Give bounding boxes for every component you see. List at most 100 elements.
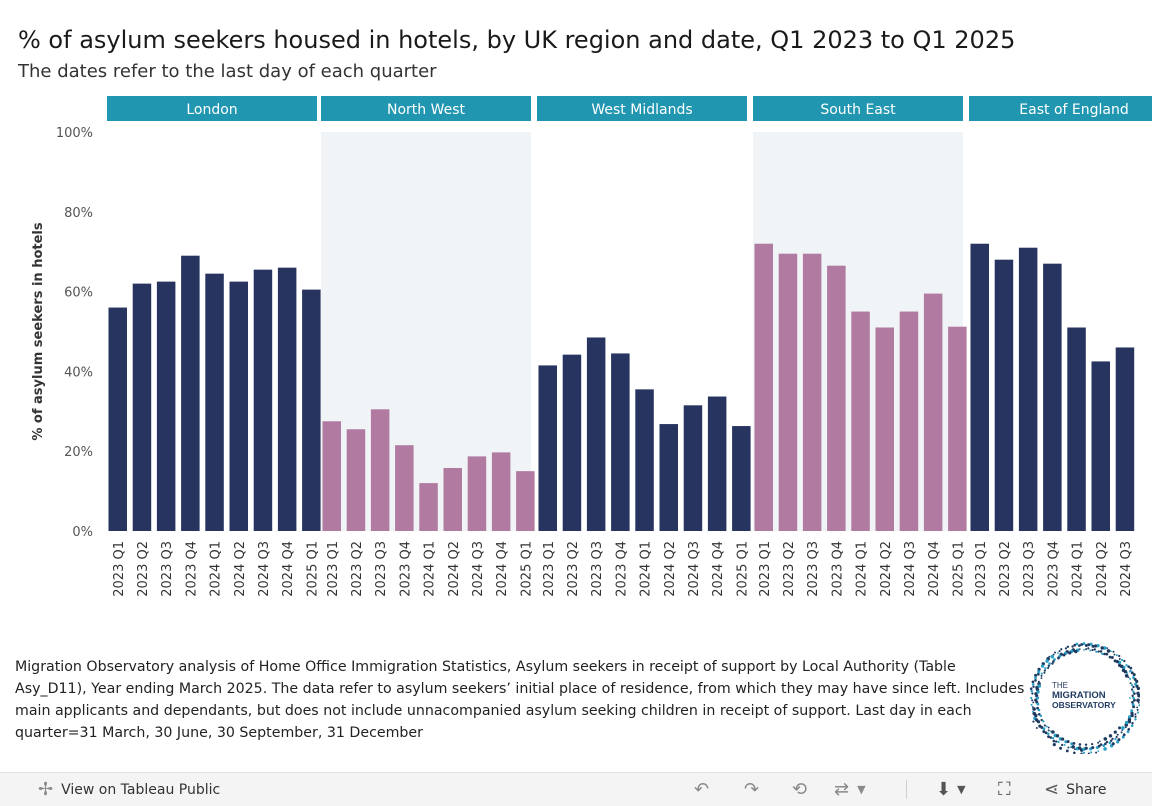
- panel-header-label: North West: [387, 102, 466, 118]
- logo-dot: [1129, 669, 1132, 673]
- panel-header: [537, 96, 747, 121]
- logo-dot: [1112, 650, 1115, 653]
- logo-dot: [1030, 689, 1033, 693]
- logo-dot: [1093, 644, 1098, 648]
- logo-dot: [1077, 746, 1082, 750]
- logo-text-line3: OBSERVATORY: [1052, 700, 1116, 710]
- logo-dot: [1037, 680, 1040, 683]
- logo-dot: [1097, 650, 1100, 653]
- logo-text-line1: THE: [1052, 681, 1068, 690]
- logo-dot: [1045, 725, 1048, 728]
- download-button[interactable]: ⬇ ▼: [936, 773, 966, 806]
- share-button[interactable]: ⋖ Share: [1044, 773, 1107, 806]
- bar: [132, 283, 152, 531]
- logo-dot: [1104, 742, 1107, 746]
- bar: [1067, 327, 1086, 531]
- logo-dot: [1129, 697, 1131, 699]
- y-tick-label: 100%: [56, 126, 93, 141]
- revert-icon: ⟲: [792, 779, 808, 800]
- bar: [370, 409, 390, 531]
- x-tick-label: 2024 Q2: [447, 541, 462, 597]
- logo-dot: [1067, 746, 1070, 749]
- logo-dot: [1105, 740, 1109, 744]
- bar: [516, 471, 535, 531]
- download-icon: ⬇: [936, 779, 952, 800]
- x-tick-label: 2024 Q3: [687, 541, 702, 597]
- logo-dot: [1134, 715, 1137, 718]
- logo-dot: [1131, 722, 1134, 725]
- logo-dot: [1129, 666, 1133, 670]
- bar: [538, 365, 557, 531]
- logo-dot: [1040, 677, 1043, 680]
- chevron-down-icon: ▼: [857, 783, 866, 796]
- logo-dot: [1031, 692, 1034, 695]
- source-footnote: Migration Observatory analysis of Home O…: [15, 659, 1025, 741]
- x-tick-label: 2025 Q1: [305, 541, 320, 597]
- bar: [181, 255, 200, 531]
- bar: [253, 269, 273, 531]
- logo-dot: [1030, 703, 1033, 706]
- fullscreen-button[interactable]: ⛶: [998, 773, 1011, 806]
- logo-dot: [1091, 742, 1094, 746]
- logo-dot: [1060, 648, 1063, 651]
- logo-dot: [1037, 712, 1041, 716]
- logo-dot: [1085, 648, 1088, 651]
- logo-dot: [1089, 642, 1093, 646]
- x-tick-label: 2024 Q2: [879, 541, 894, 597]
- logo-dot: [1123, 659, 1126, 663]
- bar: [994, 259, 1014, 531]
- logo-dot: [1125, 664, 1128, 667]
- y-tick-label: 60%: [64, 286, 93, 301]
- logo-dot: [1078, 743, 1082, 746]
- logo-dot: [1034, 676, 1037, 680]
- logo-dot: [1124, 720, 1129, 725]
- bar: [322, 421, 341, 531]
- bar: [467, 456, 487, 531]
- refresh-button[interactable]: ⇄ ▼: [834, 773, 866, 806]
- logo-dot: [1097, 750, 1100, 753]
- bar: [1091, 361, 1110, 531]
- y-axis-title: % of asylum seekers in hotels: [31, 222, 46, 441]
- logo-dot: [1066, 645, 1070, 648]
- logo-dot: [1071, 645, 1074, 648]
- logo-dot: [1131, 694, 1134, 698]
- undo-button[interactable]: ↶: [694, 773, 709, 806]
- logo-dot: [1115, 654, 1118, 657]
- logo-dot: [1049, 736, 1053, 739]
- revert-button[interactable]: ⟲: [792, 773, 807, 806]
- logo-dot: [1133, 677, 1137, 681]
- logo-dot: [1061, 737, 1065, 741]
- logo-dot: [1122, 733, 1126, 737]
- logo-dot: [1120, 658, 1124, 662]
- redo-button[interactable]: ↷: [744, 773, 759, 806]
- logo-dot: [1111, 737, 1114, 740]
- bar: [875, 327, 894, 531]
- logo-dot: [1039, 714, 1043, 718]
- x-tick-label: 2025 Q1: [519, 541, 534, 597]
- logo-dot: [1037, 667, 1041, 671]
- bar: [683, 405, 703, 531]
- bar: [346, 429, 366, 531]
- tableau-logo-icon: ✢: [38, 779, 54, 800]
- logo-dot: [1110, 739, 1113, 742]
- logo-dot: [1136, 708, 1139, 711]
- logo-dot: [1062, 653, 1066, 657]
- x-tick-label: 2023 Q4: [398, 541, 413, 597]
- logo-dot: [1108, 741, 1112, 744]
- logo-dot: [1132, 676, 1135, 679]
- bar: [108, 307, 127, 531]
- bar: [1043, 263, 1062, 531]
- logo-dot: [1131, 700, 1134, 704]
- x-tick-label: 2024 Q1: [639, 541, 654, 597]
- logo-dot: [1105, 652, 1109, 656]
- logo-dot: [1091, 648, 1094, 652]
- share-icon: ⋖: [1044, 779, 1060, 800]
- logo-dot: [1047, 729, 1050, 732]
- logo-dot: [1050, 654, 1055, 659]
- panel-header-label: West Midlands: [591, 102, 692, 118]
- view-on-tableau-public-link[interactable]: ✢ View on Tableau Public: [38, 773, 220, 806]
- logo-dot: [1044, 667, 1047, 670]
- bar: [156, 281, 176, 531]
- logo-dot: [1134, 718, 1137, 721]
- bar: [611, 353, 630, 531]
